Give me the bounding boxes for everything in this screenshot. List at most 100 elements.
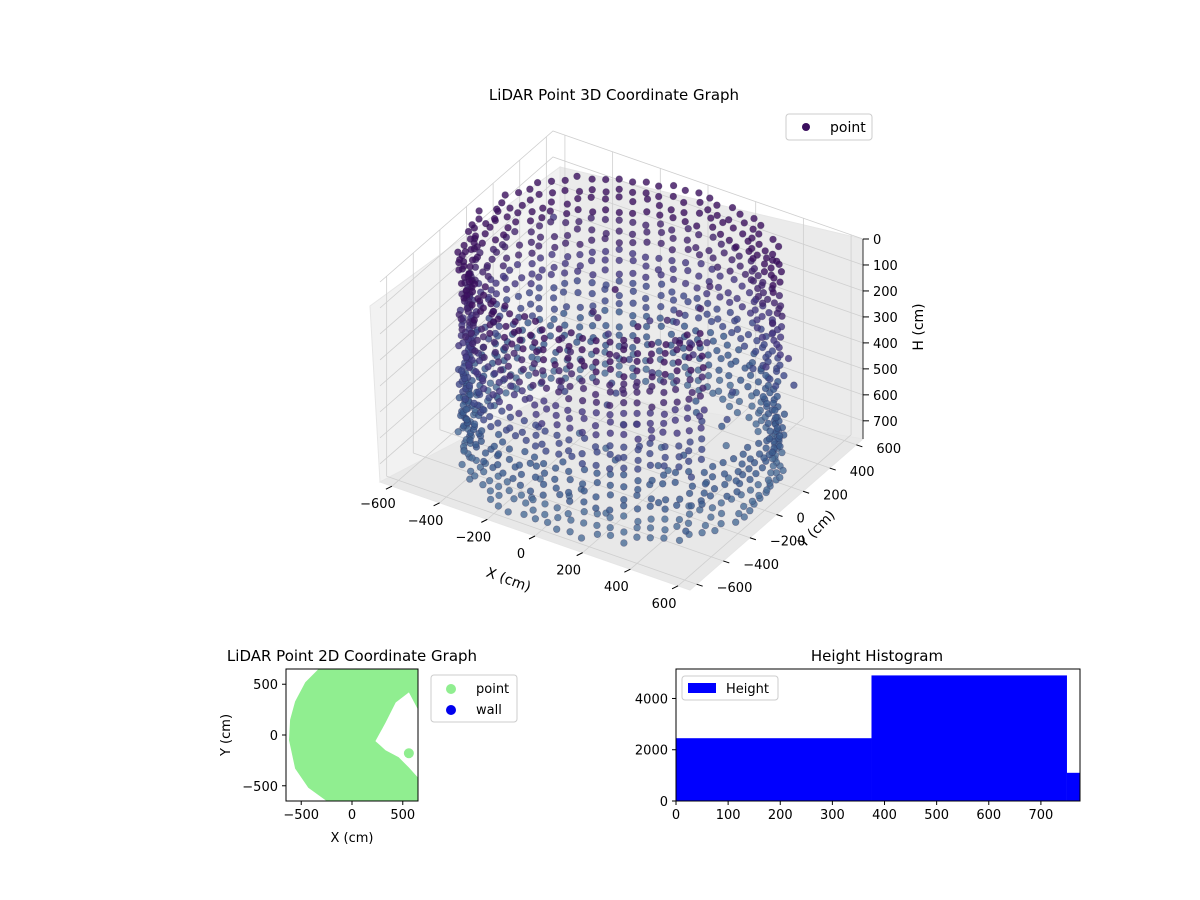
- point-3d: [714, 315, 722, 323]
- point-3d: [568, 452, 576, 461]
- point-3d: [467, 245, 475, 254]
- point-3d: [504, 362, 513, 370]
- point-3d: [471, 232, 480, 240]
- point-3d: [659, 378, 668, 386]
- point-3d: [606, 381, 614, 389]
- point-3d: [654, 182, 663, 190]
- point-3d: [693, 284, 701, 292]
- point-3d: [633, 399, 641, 407]
- point-3d: [535, 190, 543, 199]
- point-3d: [694, 314, 703, 322]
- point-3d: [567, 329, 575, 337]
- point-3d: [717, 519, 725, 528]
- point-3d: [501, 191, 509, 199]
- point-3d: [667, 206, 675, 214]
- point-3d: [619, 345, 628, 354]
- point-3d: [486, 379, 495, 387]
- point-3d: [620, 453, 628, 462]
- point-3d: [548, 189, 557, 197]
- point-3d: [752, 420, 760, 428]
- point-3d: [562, 209, 571, 218]
- y-axis-label-2d: Y (cm): [219, 714, 234, 757]
- point-3d: [577, 357, 586, 365]
- point-3d: [675, 339, 684, 347]
- point-3d: [468, 256, 477, 264]
- point-3d: [601, 369, 609, 377]
- point-3d: [615, 308, 623, 316]
- point-3d: [758, 333, 766, 342]
- point-3d: [706, 492, 715, 500]
- point-3d: [502, 389, 510, 397]
- point-3d: [657, 239, 665, 248]
- point-3d: [455, 266, 463, 274]
- point-3d: [495, 491, 503, 500]
- x-axis-label-3d: X (cm): [484, 565, 533, 596]
- point-3d: [657, 322, 665, 330]
- point-3d: [593, 469, 601, 477]
- point-3d: [480, 468, 488, 476]
- y-tick-3d: [829, 467, 836, 471]
- point-3d: [773, 340, 781, 349]
- point-3d: [628, 249, 637, 258]
- point-3d: [515, 378, 524, 386]
- point-3d: [463, 291, 471, 299]
- point-3d: [642, 282, 650, 290]
- point-3d: [671, 406, 679, 414]
- x-tick-3d: [624, 568, 631, 573]
- point-3d: [591, 422, 600, 430]
- point-3d: [759, 392, 767, 401]
- point-3d: [757, 221, 765, 230]
- point-3d: [776, 351, 784, 359]
- point-3d: [605, 506, 614, 514]
- point-3d: [514, 209, 522, 217]
- point-3d: [561, 218, 570, 227]
- point-3d: [494, 430, 503, 439]
- point-3d: [768, 330, 776, 338]
- point-3d: [620, 496, 628, 504]
- point-3d: [495, 378, 503, 387]
- point-3d: [754, 378, 763, 386]
- point-3d: [705, 246, 713, 255]
- point-3d: [771, 406, 779, 414]
- point-3d: [474, 294, 482, 303]
- point-3d: [776, 473, 784, 482]
- point-3d: [578, 428, 586, 437]
- point-3d: [748, 497, 757, 505]
- point-3d: [555, 325, 563, 333]
- point-3d: [646, 356, 654, 365]
- point-3d: [483, 262, 492, 270]
- point-3d: [714, 387, 723, 395]
- point-3d: [564, 467, 573, 476]
- x-tick-label-hist: 700: [1028, 808, 1053, 823]
- point-3d: [698, 373, 706, 381]
- point-3d: [490, 215, 499, 223]
- point-3d: [615, 175, 623, 183]
- point-3d: [641, 253, 650, 261]
- outlier-point-2d: [403, 748, 414, 759]
- point-3d: [703, 339, 711, 347]
- point-3d: [505, 445, 514, 453]
- point-3d: [555, 336, 563, 344]
- point-3d: [503, 478, 511, 486]
- point-3d: [654, 192, 663, 201]
- point-3d: [746, 507, 754, 515]
- point-3d: [490, 442, 498, 450]
- point-3d: [531, 442, 540, 450]
- point-3d: [739, 450, 747, 458]
- point-3d: [486, 412, 494, 421]
- point-3d: [729, 455, 738, 463]
- point-3d: [480, 457, 488, 466]
- point-3d: [561, 259, 569, 268]
- point-3d: [539, 480, 548, 489]
- point-3d: [776, 442, 784, 451]
- point-3d: [648, 476, 656, 485]
- point-3d: [578, 408, 586, 416]
- x-tick-3d: [576, 552, 583, 557]
- point-3d: [703, 290, 711, 298]
- point-3d: [713, 211, 721, 220]
- point-3d: [629, 269, 637, 278]
- legend-3d-label: point: [830, 120, 866, 136]
- point-3d: [615, 239, 623, 247]
- point-3d: [761, 247, 769, 255]
- point-3d: [698, 528, 706, 537]
